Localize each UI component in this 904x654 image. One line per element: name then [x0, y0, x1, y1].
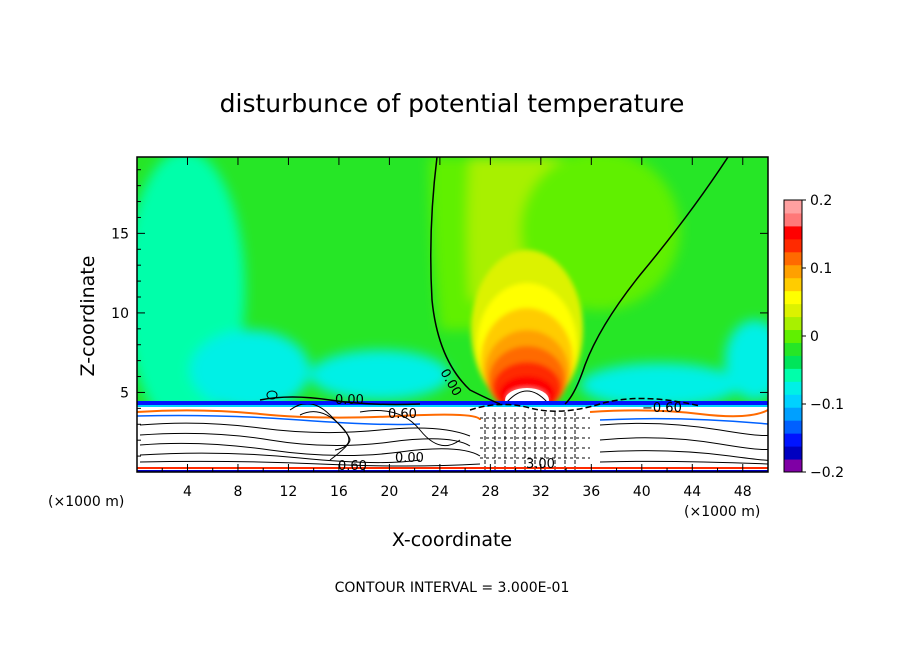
layer-top-band — [137, 401, 768, 405]
x-tick-label: 44 — [683, 484, 701, 500]
x-axis: 4 8 12 16 20 24 28 32 36 40 44 48 — [161, 157, 752, 500]
colorbar-swatch — [784, 316, 802, 331]
contour-label-6: 0.00 — [395, 451, 424, 466]
warm-core-contour — [506, 390, 548, 403]
layer-top-band-2 — [137, 405, 768, 407]
x-tick-label: 8 — [233, 484, 242, 500]
colorbar-swatch — [784, 368, 802, 382]
colorbar-swatch — [784, 342, 802, 356]
x-tick-label: 16 — [330, 484, 348, 500]
colorbar: 0.2 0.1 0 −0.1 −0.2 — [783, 193, 844, 481]
x-axis-title: X-coordinate — [392, 529, 512, 551]
contour-upper-west — [259, 396, 421, 406]
colorbar-swatch — [784, 355, 802, 369]
field-cool-west-low — [190, 330, 310, 410]
colorbar-swatch — [784, 394, 802, 408]
field-cool-edge — [725, 320, 768, 400]
lower-contour-orange-east — [589, 409, 768, 418]
x-unit-label-right: (×1000 m) — [684, 504, 760, 520]
colorbar-swatch — [784, 277, 802, 292]
x-unit-label-left: (×1000 m) — [48, 494, 124, 510]
colorbar-swatch — [784, 225, 802, 240]
lower-contour-blue — [137, 414, 421, 426]
plot-frame — [136, 156, 769, 473]
contour-label-3: −0.60 — [642, 401, 682, 416]
small-contour-ring — [266, 390, 278, 400]
contour-interval-note: CONTOUR INTERVAL = 3.000E-01 — [335, 580, 570, 596]
colorbar-tick-label: −0.2 — [810, 465, 844, 481]
lower-contour-orange — [137, 409, 481, 421]
colorbar-tick-label: 0.1 — [810, 261, 832, 277]
lower-contour-3 — [139, 442, 481, 457]
x-tick-label: 4 — [183, 484, 192, 500]
contour-field — [137, 157, 768, 472]
colorbar-swatch — [784, 329, 802, 343]
lower-contour-east-4 — [599, 460, 768, 465]
contour-label-5: 0.60 — [338, 459, 367, 474]
colorbar-swatch — [784, 303, 802, 318]
y-tick-label: 5 — [120, 385, 129, 401]
y-axis: 5 10 15 — [111, 169, 768, 457]
lower-contour-1 — [139, 422, 471, 437]
lower-contour-east-2 — [599, 437, 768, 451]
colorbar-tick-label: 0 — [810, 329, 819, 345]
field-cool-east — [580, 363, 740, 407]
lower-eddy-2 — [299, 411, 350, 451]
lower-dashed-rows — [480, 417, 590, 459]
lower-contours — [137, 404, 768, 472]
colorbar-swatch — [784, 459, 802, 473]
colorbar-swatch — [784, 433, 802, 447]
field-cool-mid — [310, 350, 450, 400]
contour-label-2: 0.60 — [388, 407, 417, 422]
x-tick-label: 20 — [380, 484, 398, 500]
y-tick-label: 10 — [111, 306, 129, 322]
colorbar-swatch — [784, 407, 802, 421]
x-tick-label: 28 — [481, 484, 499, 500]
lower-contour-blue-east — [599, 417, 768, 425]
lower-contour-5 — [139, 460, 481, 467]
lower-contour-east-3 — [599, 450, 768, 461]
chart-title: disturbunce of potential temperature — [220, 89, 685, 118]
x-tick-label: 48 — [734, 484, 752, 500]
y-axis-title: Z-coordinate — [77, 256, 99, 377]
colorbar-tick-label: 0.2 — [810, 193, 832, 209]
colorbar-swatch — [784, 290, 802, 305]
zero-contour-west — [430, 157, 501, 405]
x-tick-label: 24 — [431, 484, 449, 500]
colorbar-tick-label: −0.1 — [810, 397, 844, 413]
x-tick-label: 36 — [582, 484, 600, 500]
lower-contour-4 — [139, 452, 421, 464]
y-tick-label: 15 — [111, 226, 129, 242]
zero-contour-east — [564, 157, 729, 405]
lower-contour-east-1 — [599, 422, 768, 437]
x-tick-label: 12 — [280, 484, 298, 500]
dashed-contour-upper — [469, 397, 701, 412]
colorbar-swatch — [784, 251, 802, 266]
contour-label-1: 0.00 — [335, 393, 364, 408]
colorbar-swatch — [784, 212, 802, 227]
colorbar-swatch — [784, 446, 802, 460]
colorbar-swatch — [784, 381, 802, 395]
colorbar-swatch — [784, 420, 802, 434]
lower-eddy-3 — [359, 409, 461, 447]
colorbar-swatch — [784, 200, 802, 214]
colorbar-swatch — [784, 238, 802, 253]
colorbar-swatch — [784, 264, 802, 279]
lower-contour-2 — [139, 432, 471, 447]
x-tick-label: 40 — [633, 484, 651, 500]
x-tick-label: 32 — [532, 484, 550, 500]
